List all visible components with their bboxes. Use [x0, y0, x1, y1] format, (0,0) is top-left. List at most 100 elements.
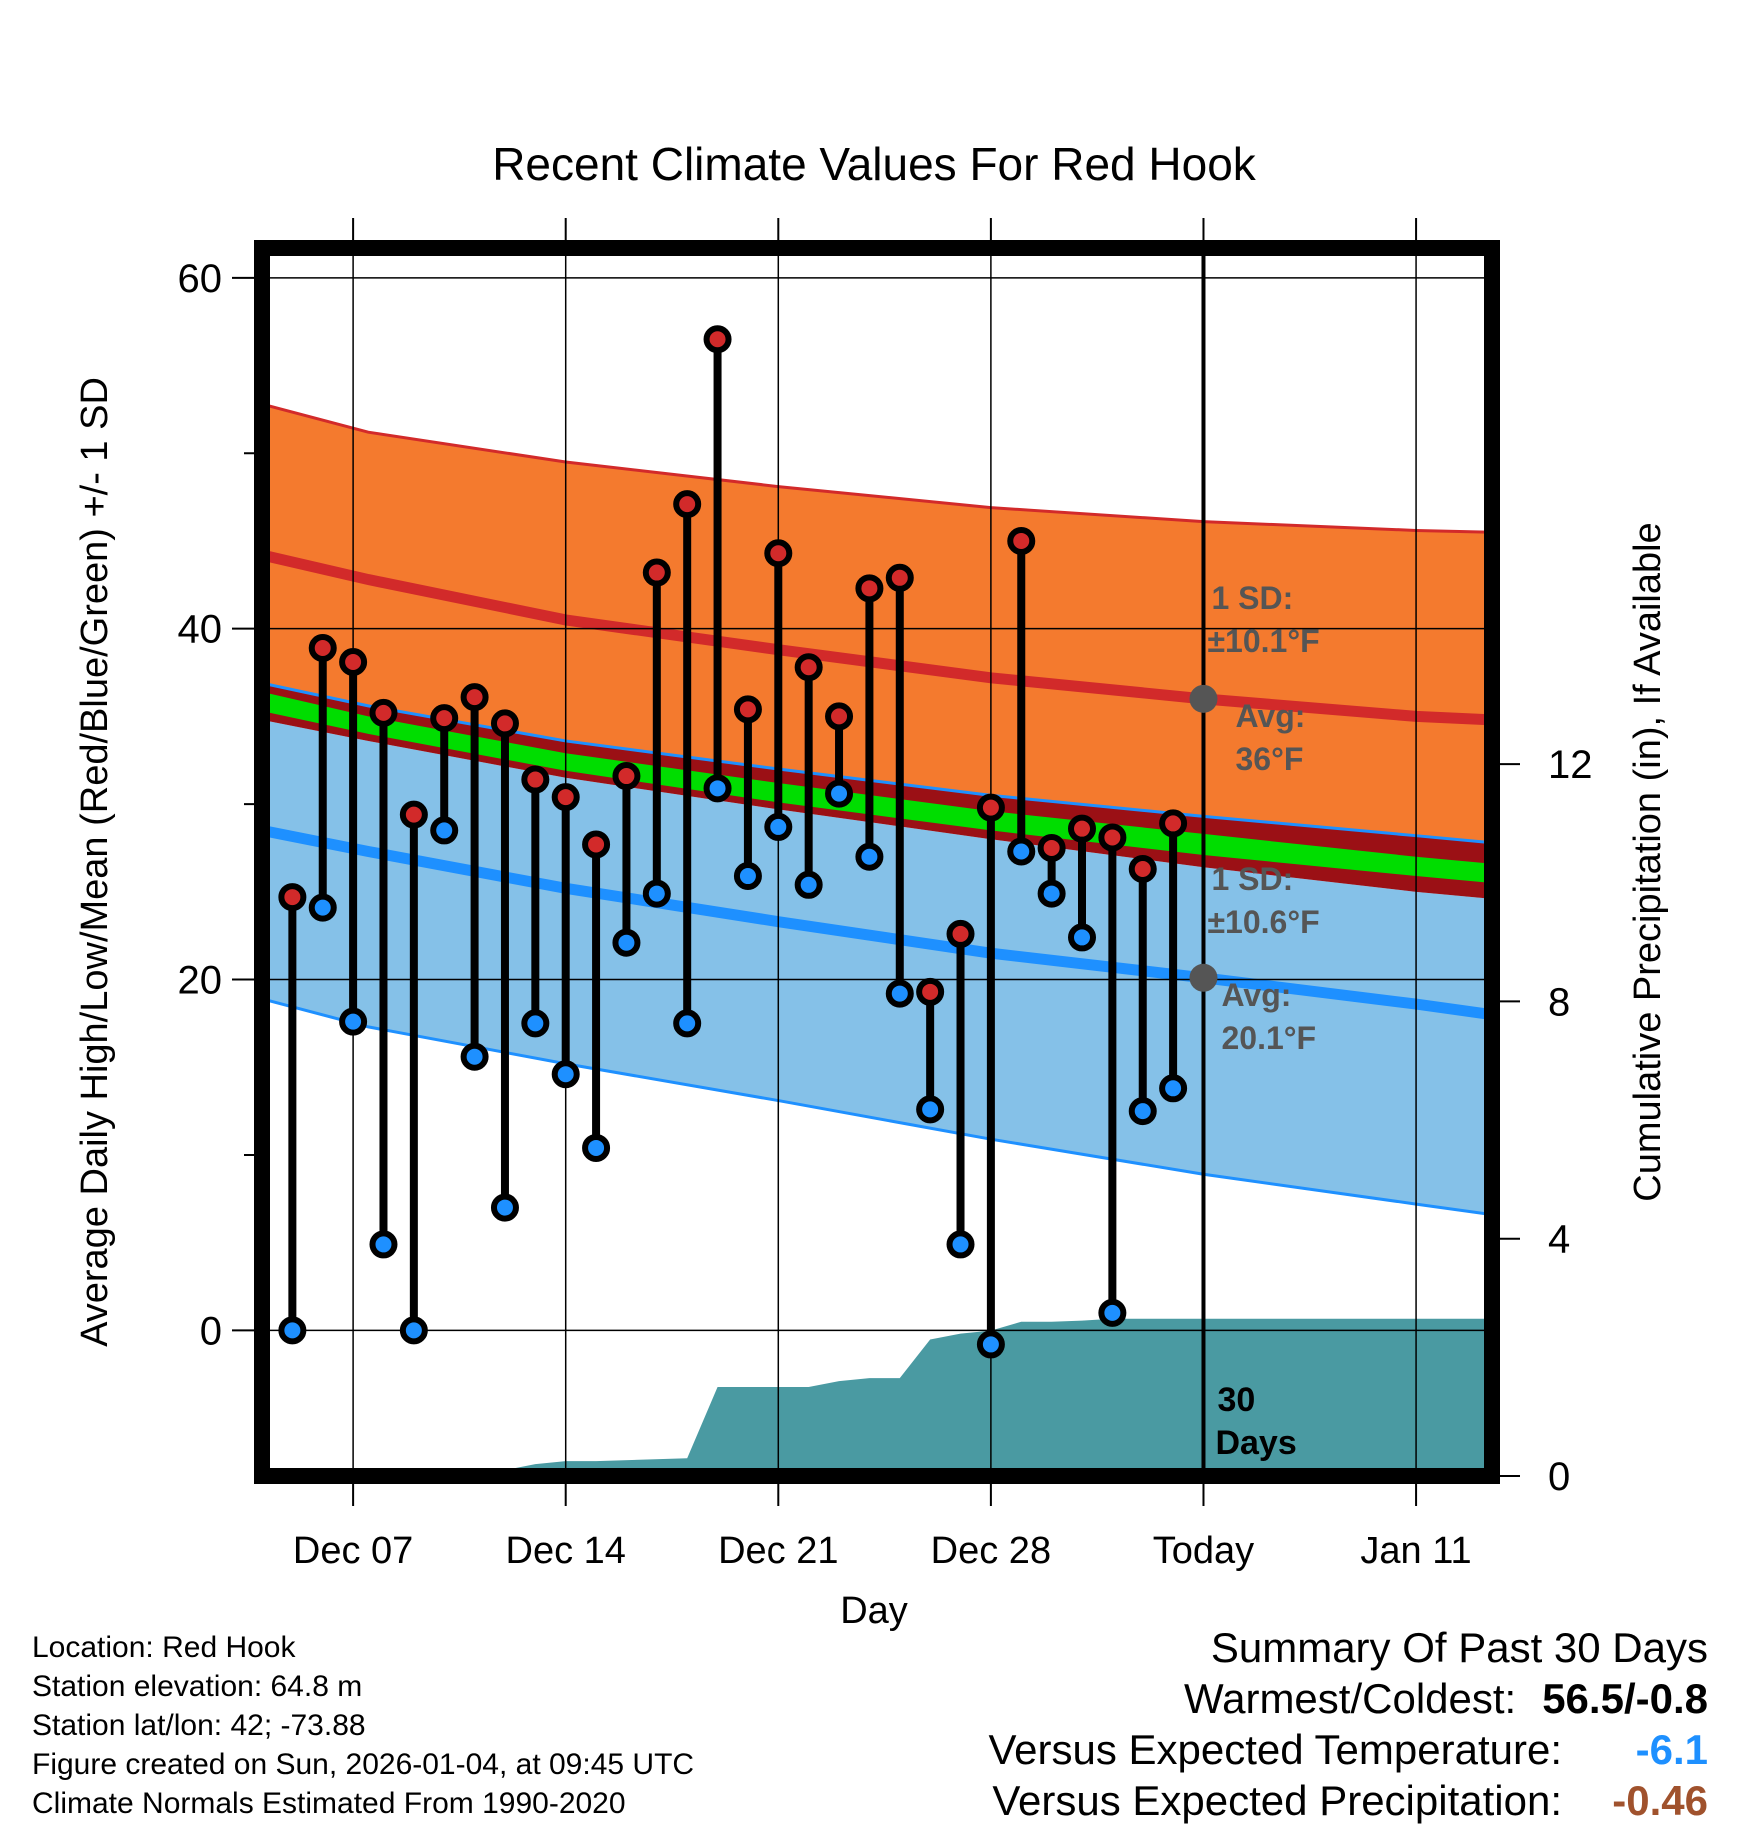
high-temp-dot — [612, 762, 641, 791]
high-temp-dot — [885, 563, 914, 592]
low-temp-dot — [1098, 1298, 1127, 1327]
normal-high-line — [262, 549, 1492, 726]
normal-low-line — [262, 825, 1492, 1021]
low-temp-dot — [1068, 923, 1096, 952]
low-temp-dot — [612, 928, 641, 957]
high-temp-dot — [582, 830, 611, 859]
summary-title: Summary Of Past 30 Days — [1210, 1624, 1708, 1671]
versus-temp-label: Versus Expected Temperature: — [988, 1726, 1562, 1773]
plot-frame — [254, 240, 1500, 1484]
x-tick-label: Today — [1153, 1530, 1254, 1572]
x-axis-label: Day — [840, 1590, 908, 1632]
high-temp-dot — [916, 977, 945, 1006]
low-temp-dot — [430, 816, 459, 845]
high-temp-dot — [825, 702, 854, 731]
days-count-label: 30 — [1217, 1381, 1255, 1419]
summary-precip-row: Versus Expected Precipitation: -0.46 — [988, 1775, 1708, 1826]
high-temp-dot — [1007, 526, 1036, 555]
sd-label: 1 SD: — [1211, 580, 1293, 616]
versus-precip-label: Versus Expected Precipitation: — [992, 1777, 1562, 1824]
avg-value: 36°F — [1235, 741, 1303, 777]
high-temp-dot — [673, 490, 702, 519]
low-temp-dot — [308, 893, 337, 922]
high-temp-dot — [1098, 823, 1127, 852]
high-sd-band — [262, 404, 1492, 843]
low-temp-dot — [703, 774, 732, 803]
low-temp-dot — [399, 1316, 428, 1345]
low-temp-dot — [855, 842, 884, 871]
y2-tick-label: 4 — [1548, 1218, 1570, 1262]
low-temp-dot — [551, 1060, 580, 1089]
avg-value: 20.1°F — [1221, 1020, 1316, 1056]
x-tick-label: Dec 28 — [931, 1530, 1051, 1572]
high-temp-dot — [794, 653, 823, 682]
low-temp-dot — [642, 879, 671, 908]
high-temp-dot — [430, 704, 459, 733]
low-temp-dot — [369, 1230, 398, 1259]
low-temp-dot — [582, 1133, 611, 1162]
y-tick-label: 0 — [200, 1309, 222, 1353]
high-temp-dot — [764, 539, 793, 568]
sd-value: ±10.6°F — [1207, 904, 1319, 940]
avg-label: Avg: — [1221, 977, 1291, 1013]
high-band-upper-edge — [262, 402, 1492, 534]
elevation-text: Station elevation: 64.8 m — [32, 1670, 363, 1703]
high-temp-dot — [278, 883, 307, 912]
high-temp-dot — [642, 558, 671, 587]
high-temp-dot — [339, 648, 368, 677]
y2-tick-label: 8 — [1548, 980, 1570, 1024]
low-temp-dot — [490, 1193, 519, 1222]
low-temp-dot — [916, 1095, 945, 1124]
low-temp-dot — [825, 779, 854, 808]
high-temp-dot — [551, 783, 580, 812]
precip-area — [262, 1318, 1492, 1476]
low-temp-dot — [521, 1009, 550, 1038]
station-info: Location: Red Hook Station elevation: 64… — [32, 1628, 694, 1823]
low-temp-dot — [764, 812, 793, 841]
summary-warmest-row: Warmest/Coldest: 56.5/-0.8 — [988, 1673, 1708, 1724]
created-text: Figure created on Sun, 2026-01-04, at 09… — [32, 1748, 695, 1781]
warmest-value: 56.5/-0.8 — [1542, 1675, 1708, 1722]
y-tick-label: 40 — [178, 608, 223, 652]
low-temp-dot — [946, 1230, 975, 1259]
high-temp-dot — [399, 800, 428, 829]
low-temp-dot — [794, 870, 823, 899]
warmest-label: Warmest/Coldest: — [1184, 1675, 1517, 1722]
high-temp-dot — [1037, 833, 1066, 862]
low-temp-dot — [1128, 1097, 1157, 1126]
low-band-lower-edge — [262, 997, 1492, 1217]
x-tick-label: Dec 21 — [718, 1530, 838, 1572]
y-tick-label: 60 — [178, 257, 223, 301]
summary-panel: Summary Of Past 30 Days Warmest/Coldest:… — [988, 1622, 1708, 1826]
avg-marker — [1189, 963, 1218, 992]
low-temp-dot — [976, 1330, 1005, 1359]
chart-title: Recent Climate Values For Red Hook — [492, 138, 1257, 190]
location-text: Location: Red Hook — [32, 1631, 296, 1664]
low-temp-dot — [1007, 837, 1036, 866]
high-temp-dot — [1159, 809, 1188, 838]
low-band-upper-edge — [262, 681, 1492, 845]
high-temp-dot — [369, 698, 398, 727]
low-temp-dot — [1037, 879, 1066, 908]
y-tick-label: 20 — [178, 959, 223, 1003]
high-temp-dot — [308, 633, 337, 662]
summary-temp-row: Versus Expected Temperature: -6.1 — [988, 1724, 1708, 1775]
avg-marker — [1189, 684, 1218, 713]
high-temp-dot — [1068, 814, 1096, 843]
low-temp-dot — [1159, 1074, 1188, 1103]
high-temp-dot — [976, 793, 1005, 822]
high-temp-dot — [1128, 855, 1157, 884]
x-tick-label: Jan 11 — [1360, 1530, 1471, 1572]
high-temp-dot — [460, 683, 489, 712]
y2-axis-label: Cumulative Precipitation (in), If Availa… — [1627, 522, 1669, 1201]
low-temp-dot — [733, 862, 762, 891]
high-temp-dot — [703, 325, 732, 354]
sd-value: ±10.1°F — [1207, 623, 1319, 659]
normals-text: Climate Normals Estimated From 1990-2020 — [32, 1787, 626, 1820]
low-temp-dot — [339, 1007, 368, 1036]
days-word-label: Days — [1215, 1424, 1296, 1462]
x-tick-label: Dec 07 — [293, 1530, 413, 1572]
y-axis-label: Average Daily High/Low/Mean (Red/Blue/Gr… — [74, 377, 116, 1347]
low-temp-dot — [885, 979, 914, 1008]
